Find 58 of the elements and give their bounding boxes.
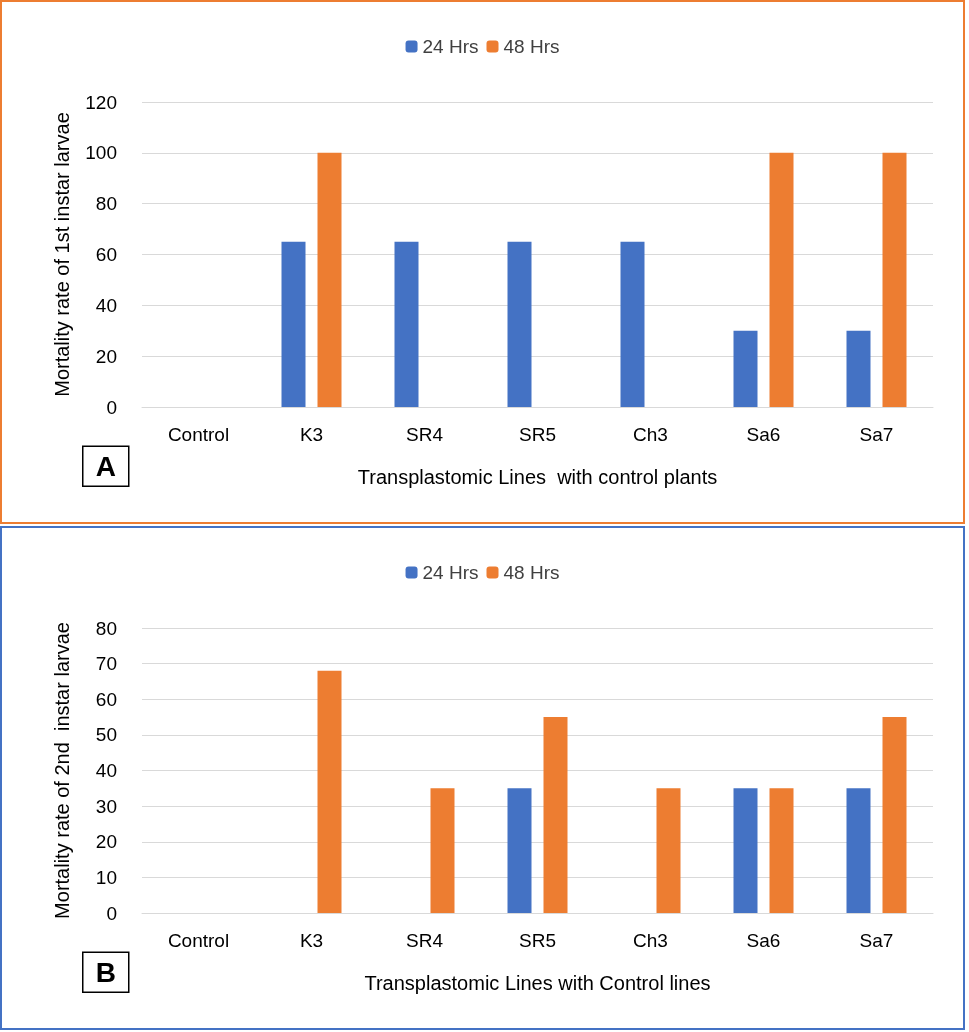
bar — [846, 788, 871, 913]
bar — [394, 241, 419, 407]
y-tick-label: 120 — [85, 91, 117, 113]
bar — [882, 152, 907, 407]
bar — [882, 717, 907, 913]
y-tick-label: 0 — [106, 902, 117, 924]
y-tick-label: 80 — [95, 617, 117, 639]
bar — [656, 788, 681, 913]
bar — [317, 670, 342, 913]
x-tick-label: K3 — [299, 930, 324, 951]
legend-label: 48 Hrs — [503, 562, 560, 583]
y-tick-label: 30 — [95, 795, 117, 817]
bar — [430, 788, 455, 913]
bar — [281, 241, 306, 407]
x-tick-label: SR4 — [406, 930, 444, 951]
bar — [769, 152, 794, 407]
x-axis-title: Transplastomic Lines with Control lines — [364, 972, 711, 994]
y-tick-label: 100 — [85, 142, 117, 164]
x-tick-label: SR5 — [519, 930, 556, 951]
x-tick-label: Sa7 — [859, 930, 894, 951]
x-tick-label: Ch3 — [633, 930, 668, 951]
y-tick-label: 40 — [95, 760, 117, 781]
bar — [543, 717, 568, 913]
y-tick-label: 60 — [95, 688, 117, 710]
legend-label: 24 Hrs — [422, 36, 479, 57]
bar — [317, 152, 342, 407]
x-tick-label: SR5 — [519, 424, 556, 445]
x-tick-label: Control — [167, 424, 230, 445]
y-axis-title: Mortality rate of 1st instar larvae — [51, 112, 73, 397]
x-tick-label: K3 — [299, 424, 324, 445]
y-tick-label: 40 — [95, 294, 117, 316]
text: B — [95, 956, 116, 988]
text: A — [95, 450, 116, 482]
y-tick-label: 70 — [95, 653, 117, 675]
y-tick-label: 20 — [95, 831, 117, 853]
bar — [507, 241, 532, 407]
x-tick-label: Sa6 — [746, 930, 781, 951]
bar — [733, 330, 758, 407]
x-tick-label: SR4 — [406, 424, 444, 445]
bar — [507, 788, 532, 913]
x-axis-title: Transplastomic Lines with control plants — [357, 466, 718, 488]
bar — [620, 241, 645, 407]
x-tick-label: Sa6 — [746, 424, 781, 445]
y-axis-title: Mortality rate of 2nd instar larvae — [51, 622, 73, 919]
bar — [846, 330, 871, 407]
legend-label: 24 Hrs — [422, 562, 479, 583]
legend-label: 48 Hrs — [503, 36, 560, 57]
y-tick-label: 0 — [106, 396, 117, 418]
x-tick-label: Control — [167, 930, 230, 951]
y-tick-label: 80 — [95, 193, 117, 215]
y-tick-label: 60 — [95, 244, 117, 265]
y-tick-label: 50 — [95, 724, 117, 746]
bar — [769, 788, 794, 913]
x-tick-label: Sa7 — [859, 424, 894, 445]
y-tick-label: 10 — [95, 866, 117, 888]
x-tick-label: Ch3 — [633, 424, 668, 445]
bar — [733, 788, 758, 913]
y-tick-label: 20 — [95, 345, 117, 367]
